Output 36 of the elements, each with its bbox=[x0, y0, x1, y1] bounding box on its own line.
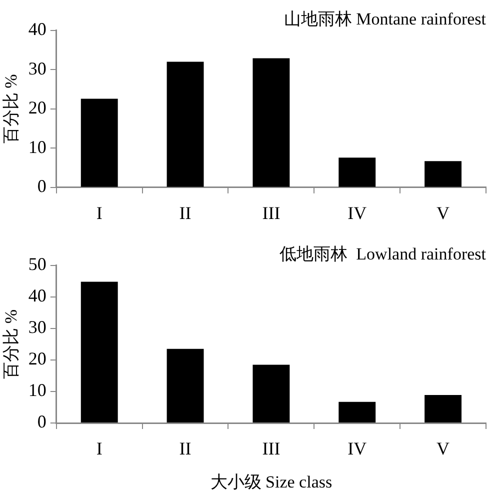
y-tick-label: 20 bbox=[28, 98, 46, 118]
bar bbox=[166, 62, 204, 187]
y-tick-label: 0 bbox=[37, 176, 46, 196]
y-tick-label: 30 bbox=[28, 58, 46, 78]
bar bbox=[80, 282, 118, 422]
y-tick-label: 30 bbox=[28, 317, 46, 338]
x-tick-label: I bbox=[96, 438, 102, 459]
bar bbox=[80, 98, 118, 187]
x-tick-label: III bbox=[262, 202, 280, 223]
bar bbox=[252, 58, 290, 187]
x-tick-label: II bbox=[179, 202, 192, 223]
y-tick-label: 50 bbox=[28, 254, 46, 274]
x-axis-title: 大小级 Size class bbox=[210, 472, 332, 492]
y-tick-label: 20 bbox=[28, 348, 46, 369]
y-tick-label: 10 bbox=[28, 380, 46, 400]
bar bbox=[338, 158, 376, 187]
bar bbox=[338, 402, 376, 422]
y-tick-label: 40 bbox=[28, 286, 46, 306]
x-tick-label: IV bbox=[348, 438, 367, 459]
bar bbox=[252, 364, 290, 422]
x-tick-label: I bbox=[96, 202, 102, 223]
bar bbox=[424, 394, 462, 422]
x-tick-label: IV bbox=[348, 202, 367, 223]
y-tick-label: 40 bbox=[28, 19, 46, 40]
y-tick-label: 10 bbox=[28, 136, 46, 157]
y-axis-title: 百分比 % bbox=[2, 309, 21, 379]
chart-title: 低地雨林 Lowland rainforest bbox=[280, 244, 486, 264]
y-axis-title: 百分比 % bbox=[2, 74, 21, 144]
chart-title: 山地雨林 Montane rainforest bbox=[284, 10, 486, 29]
bar bbox=[424, 161, 462, 187]
bar bbox=[166, 348, 204, 422]
x-tick-label: III bbox=[262, 438, 280, 459]
x-tick-label: II bbox=[179, 438, 192, 459]
x-tick-label: V bbox=[436, 202, 450, 223]
y-tick-label: 0 bbox=[37, 412, 46, 432]
x-tick-label: V bbox=[436, 438, 450, 459]
